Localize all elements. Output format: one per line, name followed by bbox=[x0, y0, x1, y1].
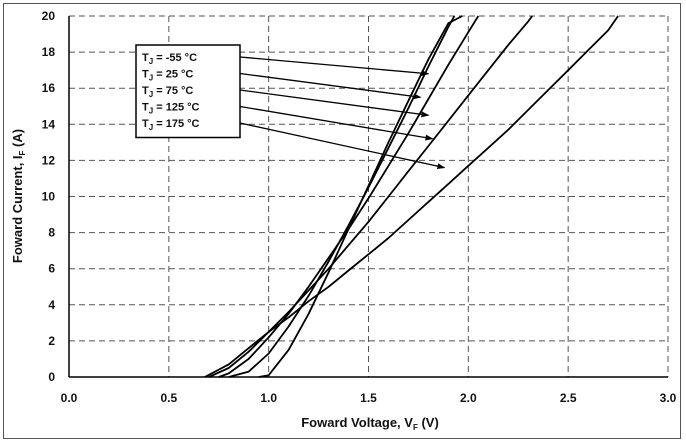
chart-frame bbox=[3, 3, 681, 439]
x-tick-label: 2.0 bbox=[460, 391, 477, 405]
x-tick-label: 0.0 bbox=[61, 391, 78, 405]
legend: TJ = -55 °C TJ = 25 °C TJ = 75 °C TJ = 125 … bbox=[135, 44, 446, 170]
legend-arrow-1 bbox=[239, 56, 430, 77]
y-tick-label: 2 bbox=[48, 334, 55, 348]
legend-label-1: TJ = -55 °C bbox=[142, 52, 197, 66]
legend-label-2: TJ = 25 °C bbox=[142, 69, 193, 83]
y-tick-label: 0 bbox=[48, 370, 55, 384]
legend-arrow-4 bbox=[239, 105, 434, 141]
legend-label-5: TJ = 175 °C bbox=[142, 118, 200, 132]
y-tick-label: 12 bbox=[42, 153, 56, 167]
x-tick-label: 3.0 bbox=[660, 391, 677, 405]
y-axis-title: Foward Current, IF (A) bbox=[10, 129, 27, 263]
x-tick-labels: 0.0 0.5 1.0 1.5 2.0 2.5 3.0 bbox=[61, 391, 677, 405]
legend-box bbox=[135, 44, 241, 139]
curves bbox=[204, 15, 619, 378]
legend-arrow-2 bbox=[239, 72, 422, 100]
x-tick-label: 1.5 bbox=[360, 391, 377, 405]
y-tick-label: 4 bbox=[48, 298, 55, 312]
x-tick-label: 0.5 bbox=[160, 391, 177, 405]
legend-arrow-3 bbox=[239, 89, 430, 118]
series-line-2 bbox=[228, 15, 456, 378]
x-tick-label: 1.0 bbox=[260, 391, 277, 405]
y-tick-label: 18 bbox=[42, 45, 56, 59]
legend-label-4: TJ = 125 °C bbox=[142, 102, 200, 116]
y-tick-label: 10 bbox=[42, 190, 56, 204]
y-tick-label: 8 bbox=[48, 226, 55, 240]
legend-arrow-5 bbox=[239, 122, 446, 170]
series-line-3 bbox=[218, 15, 480, 378]
series-line-5 bbox=[204, 15, 619, 378]
y-tick-label: 20 bbox=[42, 9, 56, 23]
x-tick-label: 2.5 bbox=[560, 391, 577, 405]
plot-axes bbox=[68, 16, 668, 378]
legend-label-3: TJ = 75 °C bbox=[142, 85, 193, 99]
y-tick-label: 14 bbox=[42, 117, 56, 131]
y-tick-labels: 0 2 4 6 8 10 12 14 16 18 20 bbox=[42, 9, 56, 384]
y-tick-label: 16 bbox=[42, 81, 56, 95]
y-tick-label: 6 bbox=[48, 262, 55, 276]
gridlines bbox=[69, 15, 669, 377]
x-axis-title: Foward Voltage, VF (V) bbox=[301, 415, 439, 432]
